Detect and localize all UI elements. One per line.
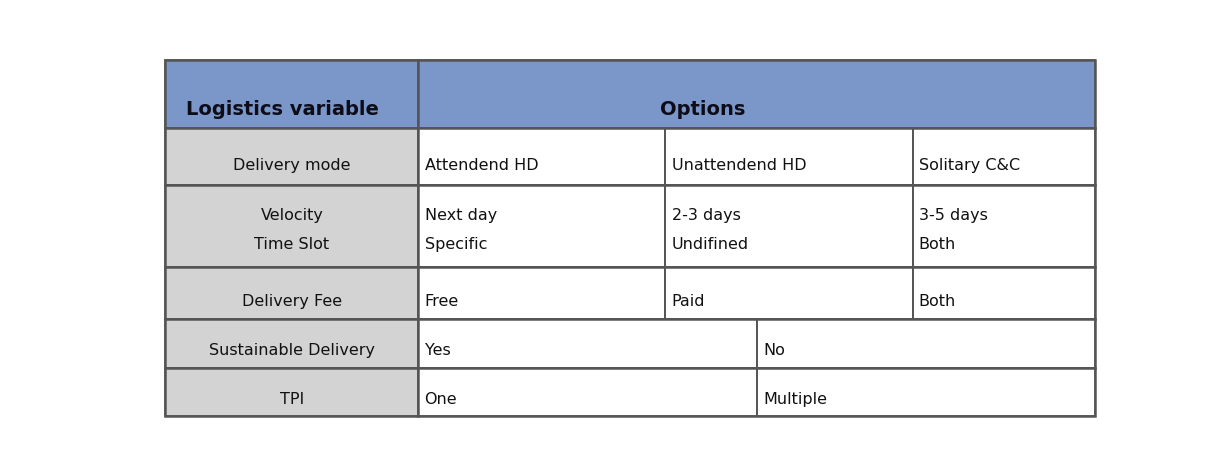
Bar (418, 267, 665, 319)
Text: Next day: Next day (424, 208, 497, 223)
Text: Both: Both (919, 294, 956, 309)
Bar (418, 319, 756, 368)
Text: 2-3 days: 2-3 days (672, 208, 740, 223)
Text: Paid: Paid (672, 294, 705, 309)
Text: Attendend HD: Attendend HD (424, 158, 539, 173)
Bar (418, 60, 1096, 128)
Text: Multiple: Multiple (763, 392, 827, 407)
Bar (665, 128, 913, 185)
Text: Delivery mode: Delivery mode (234, 158, 351, 173)
Text: Logistics variable: Logistics variable (186, 100, 379, 119)
Text: 3-5 days: 3-5 days (919, 208, 988, 223)
Bar (913, 128, 1096, 185)
Bar (665, 185, 913, 267)
Text: Sustainable Delivery: Sustainable Delivery (209, 343, 375, 358)
Text: Time Slot: Time Slot (255, 237, 330, 252)
Text: No: No (763, 343, 785, 358)
Text: One: One (424, 392, 458, 407)
Bar (165, 267, 418, 319)
Bar (913, 267, 1096, 319)
Text: Both: Both (919, 237, 956, 252)
Bar (165, 185, 418, 267)
Text: Options: Options (661, 100, 745, 119)
Bar (913, 185, 1096, 267)
Text: Delivery Fee: Delivery Fee (242, 294, 342, 309)
Bar (165, 319, 418, 368)
Text: TPI: TPI (279, 392, 304, 407)
Text: Undifined: Undifined (672, 237, 749, 252)
Bar (418, 185, 665, 267)
Bar (165, 368, 418, 416)
Text: Solitary C&C: Solitary C&C (919, 158, 1020, 173)
Text: Yes: Yes (424, 343, 450, 358)
Bar (756, 368, 1096, 416)
Bar (756, 319, 1096, 368)
Text: Velocity: Velocity (261, 208, 323, 223)
Bar (165, 60, 418, 128)
Bar (418, 128, 665, 185)
Text: Specific: Specific (424, 237, 487, 252)
Text: Unattendend HD: Unattendend HD (672, 158, 807, 173)
Bar (665, 267, 913, 319)
Bar (418, 368, 756, 416)
Text: Free: Free (424, 294, 459, 309)
Bar (165, 128, 418, 185)
